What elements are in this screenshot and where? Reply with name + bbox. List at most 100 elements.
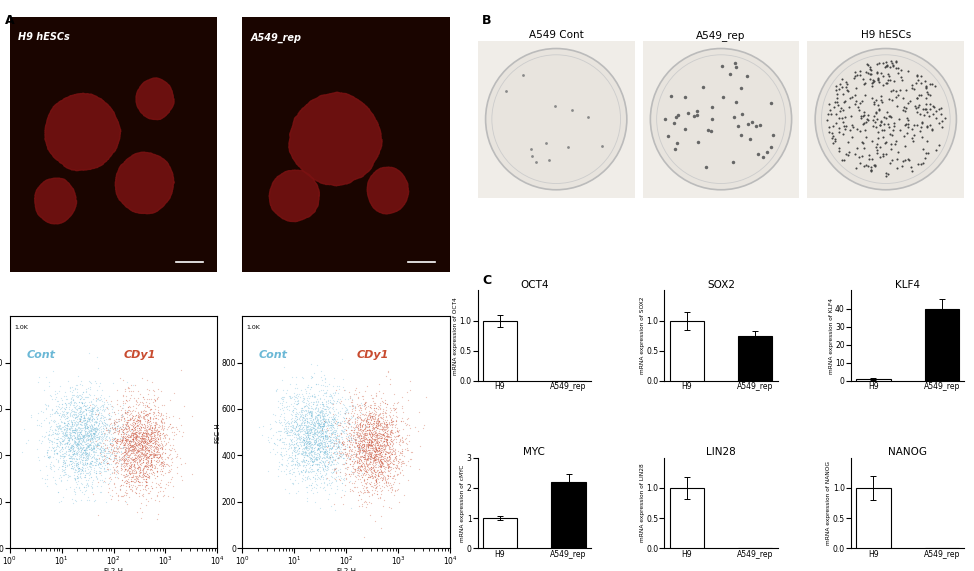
Point	[352, 444, 367, 453]
Point	[367, 427, 383, 436]
Point	[342, 443, 357, 452]
Point	[44, 404, 59, 413]
Point	[50, 435, 65, 444]
Point	[144, 436, 160, 445]
Point	[141, 443, 157, 452]
Point	[131, 488, 147, 497]
Point	[309, 454, 324, 463]
Point	[297, 427, 313, 436]
Point	[122, 482, 137, 491]
Point	[140, 497, 156, 506]
Point	[334, 448, 350, 457]
Point	[150, 414, 166, 423]
Point	[361, 425, 377, 434]
Point	[312, 457, 327, 467]
Point	[350, 465, 365, 475]
Point	[114, 448, 130, 457]
Point	[59, 411, 75, 420]
Point	[150, 454, 166, 463]
Point	[282, 456, 298, 465]
Point	[52, 438, 67, 447]
Point	[294, 396, 310, 405]
Point	[158, 448, 173, 457]
Point	[355, 471, 370, 480]
Point	[322, 453, 338, 463]
Point	[123, 460, 138, 469]
Point	[362, 408, 378, 417]
Point	[70, 439, 86, 448]
Point	[333, 473, 349, 482]
Point	[364, 444, 380, 453]
Point	[310, 460, 325, 469]
Point	[73, 420, 89, 429]
Point	[356, 453, 372, 463]
Point	[390, 458, 405, 467]
Point	[96, 451, 112, 460]
Point	[67, 403, 83, 412]
Point	[94, 432, 109, 441]
Point	[70, 439, 86, 448]
Point	[151, 427, 167, 436]
Point	[319, 432, 335, 441]
Point	[278, 439, 293, 448]
Point	[310, 416, 325, 425]
Point	[64, 431, 80, 440]
Point	[140, 421, 156, 431]
Point	[155, 452, 170, 461]
Point	[115, 456, 131, 465]
Point	[107, 424, 123, 433]
Point	[94, 396, 110, 405]
Point	[293, 419, 309, 428]
Point	[307, 418, 322, 427]
Point	[372, 456, 388, 465]
Point	[371, 467, 387, 476]
Point	[382, 380, 397, 389]
Point	[81, 448, 96, 457]
Point	[365, 446, 381, 455]
Point	[124, 420, 139, 429]
Point	[41, 443, 56, 452]
Point	[392, 440, 407, 449]
Point	[359, 445, 375, 455]
Point	[360, 452, 376, 461]
Point	[121, 402, 136, 411]
Point	[163, 477, 178, 486]
Point	[83, 432, 98, 441]
Point	[303, 446, 318, 455]
Point	[356, 403, 372, 412]
Point	[315, 433, 330, 442]
Point	[296, 451, 312, 460]
Point	[110, 444, 126, 453]
Point	[139, 420, 155, 429]
Point	[345, 468, 360, 477]
Point	[372, 420, 388, 429]
Point	[132, 451, 148, 460]
Point	[150, 447, 166, 456]
Y-axis label: mRNA expression of NANOG: mRNA expression of NANOG	[826, 461, 832, 545]
Point	[142, 451, 158, 460]
Point	[150, 420, 166, 429]
Point	[137, 437, 153, 447]
Point	[387, 444, 402, 453]
Point	[62, 445, 78, 455]
Point	[394, 425, 410, 434]
Point	[115, 411, 131, 420]
Point	[360, 443, 376, 452]
Point	[263, 447, 279, 456]
Point	[89, 417, 104, 426]
Point	[78, 405, 94, 415]
Point	[378, 412, 393, 421]
Point	[151, 456, 167, 465]
Point	[304, 390, 319, 399]
Point	[152, 443, 168, 452]
Point	[129, 415, 144, 424]
Point	[378, 425, 393, 434]
Point	[317, 419, 332, 428]
Point	[377, 473, 393, 482]
Point	[295, 470, 311, 479]
Point	[110, 436, 126, 445]
Point	[102, 439, 118, 448]
Point	[335, 374, 351, 383]
Point	[373, 448, 389, 457]
Point	[139, 437, 155, 447]
